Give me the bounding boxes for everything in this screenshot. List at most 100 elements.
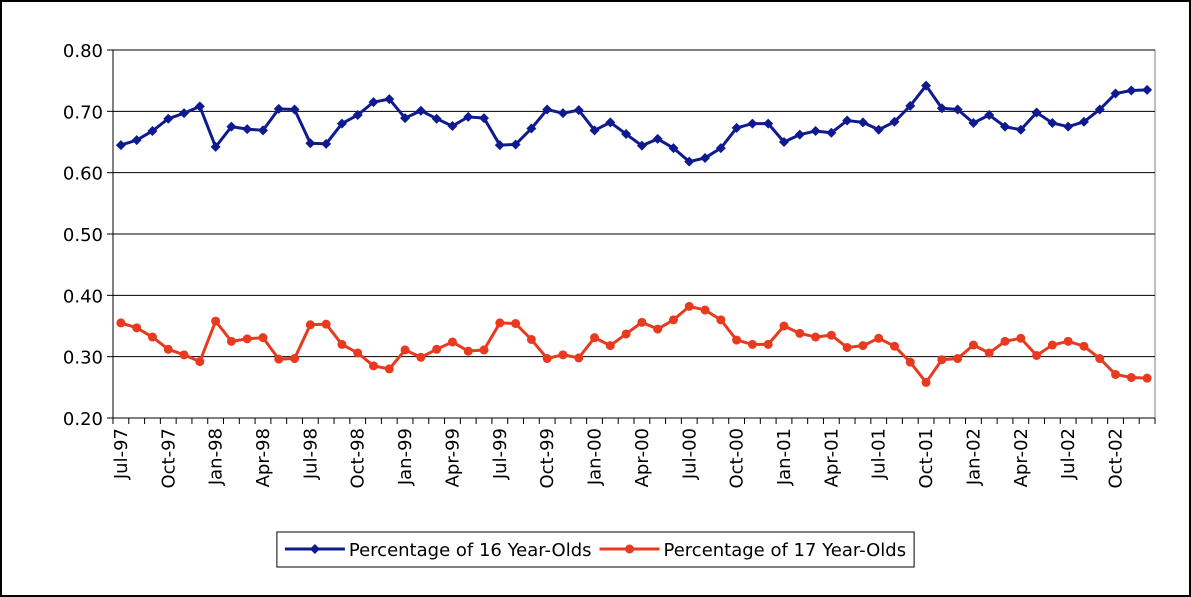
data-point [731, 122, 742, 133]
data-point [842, 115, 853, 126]
data-point [274, 354, 284, 364]
data-point [479, 345, 489, 355]
data-point [1142, 84, 1153, 95]
data-point [510, 139, 521, 150]
data-point [653, 324, 663, 334]
data-point [684, 301, 694, 311]
data-point [463, 111, 474, 122]
x-tick-label: Oct-99 [537, 428, 558, 489]
data-point [842, 342, 852, 352]
data-point [1015, 124, 1026, 135]
data-point [337, 339, 347, 349]
data-point [1000, 336, 1010, 346]
data-point [652, 133, 663, 144]
data-point [290, 354, 300, 364]
data-point [968, 117, 979, 128]
data-point [558, 350, 568, 360]
data-point [321, 319, 331, 329]
data-point [116, 318, 126, 328]
data-point [526, 334, 536, 344]
data-point [921, 377, 931, 387]
data-point [131, 135, 142, 146]
x-tick-label: Apr-98 [253, 428, 274, 487]
data-point [826, 330, 836, 340]
data-point [732, 335, 742, 345]
y-tick-label: 0.60 [63, 164, 103, 185]
data-point [242, 334, 252, 344]
data-point [431, 113, 442, 124]
data-point [826, 127, 837, 138]
x-tick-label: Jul-98 [300, 428, 321, 480]
data-point [1126, 85, 1137, 96]
legend-box [276, 531, 915, 568]
data-point [636, 140, 647, 151]
x-tick-label: Jul-97 [111, 428, 132, 480]
data-point [763, 118, 774, 129]
data-point [715, 143, 726, 154]
data-point [1032, 350, 1042, 360]
data-point [779, 321, 789, 331]
data-point [684, 156, 695, 167]
data-point [937, 355, 947, 365]
data-point [179, 108, 190, 119]
data-point [889, 116, 900, 127]
data-point [574, 353, 584, 363]
data-point [936, 103, 947, 114]
x-tick-label: Jan-98 [206, 428, 227, 486]
data-point [115, 140, 126, 151]
data-point [194, 101, 205, 112]
y-tick-label: 0.30 [63, 348, 103, 369]
legend-label: Percentage of 16 Year-Olds [349, 540, 592, 561]
data-point [336, 118, 347, 129]
data-point [778, 137, 789, 147]
data-point [384, 364, 394, 374]
data-point [858, 341, 868, 351]
y-tick-label: 0.50 [63, 225, 103, 246]
y-tick-label: 0.70 [63, 102, 103, 123]
data-point [1126, 373, 1136, 383]
data-point [700, 305, 710, 315]
data-point [590, 333, 600, 343]
data-point [179, 350, 189, 360]
data-point [953, 354, 963, 364]
legend: Percentage of 16 Year-Olds Percentage of … [276, 531, 915, 568]
data-point [542, 104, 553, 115]
data-point [811, 332, 821, 342]
data-point [621, 129, 632, 140]
legend-marker [309, 544, 320, 554]
data-point [921, 80, 932, 91]
data-point [1031, 107, 1042, 118]
data-point [589, 125, 600, 136]
data-point [747, 339, 757, 349]
data-point [415, 105, 426, 116]
x-tick-label: Jan-00 [585, 428, 606, 486]
data-point [258, 333, 268, 343]
data-point [716, 315, 726, 325]
data-point [163, 344, 173, 354]
data-point [1016, 333, 1026, 343]
y-tick-label: 0.40 [63, 286, 103, 307]
x-tick-label: Jul-01 [869, 428, 890, 480]
x-tick-label: Apr-00 [632, 428, 653, 487]
data-point [1110, 88, 1121, 99]
data-point [242, 124, 253, 135]
data-point [447, 337, 457, 347]
data-point [463, 346, 473, 356]
data-point [400, 345, 410, 355]
data-point [700, 152, 711, 163]
data-point [794, 129, 805, 140]
y-tick-label: 0.20 [63, 409, 103, 430]
data-point [621, 329, 631, 339]
data-point [321, 138, 332, 149]
data-point [905, 100, 916, 111]
data-point [1047, 117, 1058, 128]
data-point [353, 348, 363, 358]
data-point [605, 117, 616, 128]
data-point [668, 315, 678, 325]
data-point [795, 328, 805, 338]
data-point [1063, 121, 1074, 132]
data-point [810, 125, 821, 136]
x-tick-label: Apr-99 [442, 428, 463, 487]
data-point [1094, 104, 1105, 115]
